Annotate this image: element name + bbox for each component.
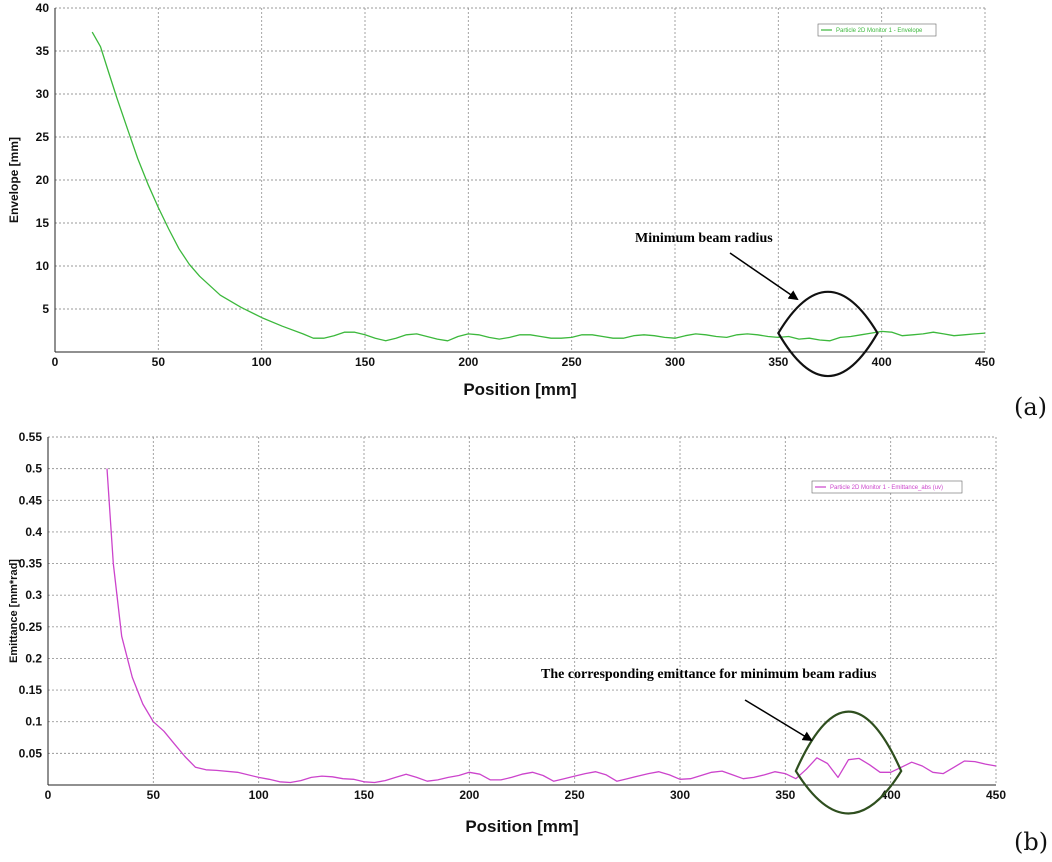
- y-tick-label: 0.55: [19, 430, 43, 444]
- y-tick-label: 25: [36, 130, 50, 144]
- x-tick-label: 150: [354, 788, 374, 802]
- x-tick-label: 350: [768, 355, 788, 369]
- highlight-ellipse: [794, 710, 903, 815]
- legend-box: [811, 480, 963, 494]
- series-line: [91, 31, 986, 342]
- y-tick-label: 0.15: [19, 683, 43, 697]
- y-tick-label: 0.5: [25, 462, 42, 476]
- y-tick-label: 15: [36, 216, 50, 230]
- y-tick-label: 0.45: [19, 493, 43, 507]
- y-tick-label: 20: [36, 173, 50, 187]
- y-axis-title: Envelope [mm]: [7, 137, 21, 223]
- x-tick-label: 250: [562, 355, 582, 369]
- x-tick-label: 0: [52, 355, 59, 369]
- y-tick-label: 0.35: [19, 557, 43, 571]
- x-tick-label: 50: [152, 355, 166, 369]
- y-tick-label: 10: [36, 259, 50, 273]
- y-tick-label: 40: [36, 1, 50, 15]
- y-axis-title: Emittance [mm*rad]: [8, 559, 20, 663]
- y-tick-label: 0.3: [25, 588, 42, 602]
- y-tick-label: 0.2: [25, 651, 42, 665]
- panel-label: (b): [1014, 828, 1048, 856]
- y-tick-label: 5: [42, 302, 49, 316]
- x-tick-label: 450: [986, 788, 1006, 802]
- x-tick-label: 100: [249, 788, 269, 802]
- series-line: [106, 468, 997, 784]
- y-tick-label: 0.25: [19, 620, 43, 634]
- legend-label: Particle 2D Monitor 1 - Emittance_abs (u…: [830, 485, 943, 491]
- x-tick-label: 150: [355, 355, 375, 369]
- highlight-ellipse: [777, 290, 879, 377]
- legend-box: [817, 23, 937, 37]
- x-tick-label: 450: [975, 355, 995, 369]
- annotation-text: Minimum beam radius: [635, 231, 773, 246]
- y-tick-label: 0.4: [25, 525, 42, 539]
- x-tick-label: 300: [665, 355, 685, 369]
- x-tick-label: 300: [670, 788, 690, 802]
- x-axis-title: Position [mm]: [465, 817, 578, 836]
- annotation-text: The corresponding emittance for minimum …: [541, 667, 877, 682]
- annotation-arrow: [744, 699, 813, 742]
- y-tick-label: 0.1: [25, 715, 42, 729]
- y-tick-label: 30: [36, 87, 50, 101]
- x-tick-label: 200: [459, 788, 479, 802]
- x-tick-label: 50: [147, 788, 161, 802]
- x-tick-label: 200: [458, 355, 478, 369]
- x-axis-title: Position [mm]: [463, 380, 576, 399]
- x-tick-label: 250: [565, 788, 585, 802]
- x-tick-label: 350: [775, 788, 795, 802]
- y-tick-label: 0.05: [19, 746, 43, 760]
- chart-panel-a: 0 50 100 150 200 250 300 350 400 450 5 10 15 20 25 30 35…: [7, 1, 1047, 421]
- y-tick-label: 35: [36, 44, 50, 58]
- chart-panel-b: 0 50 100 150 200 250 300 350 400 4500.050.10.150.…: [8, 430, 1048, 856]
- x-tick-label: 0: [45, 788, 52, 802]
- annotation-arrow: [729, 252, 799, 301]
- legend-label: Particle 2D Monitor 1 - Envelope: [836, 28, 923, 34]
- x-tick-label: 100: [252, 355, 272, 369]
- panel-label: (a): [1014, 393, 1047, 421]
- x-tick-label: 400: [872, 355, 892, 369]
